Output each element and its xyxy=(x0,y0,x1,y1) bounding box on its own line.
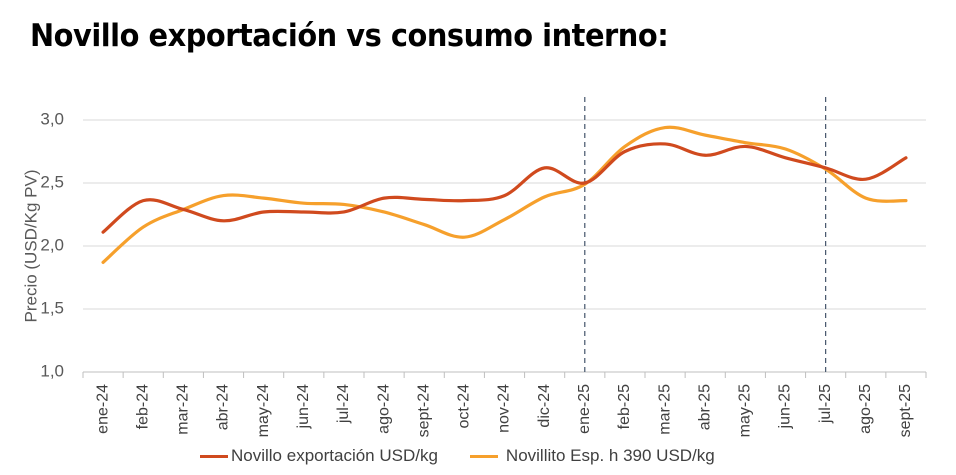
x-tick-label: jul-25 xyxy=(817,384,834,424)
y-tick-label: 1,5 xyxy=(40,298,64,317)
page-title: Novillo exportación vs consumo interno: xyxy=(30,18,669,54)
legend-item-novillito: Novillito Esp. h 390 USD/kg xyxy=(469,446,715,466)
x-tick-label: jul-24 xyxy=(335,384,352,424)
x-tick-label: may-24 xyxy=(255,384,272,437)
x-tick-label: jun-25 xyxy=(777,384,794,430)
x-tick-label: abr-25 xyxy=(696,384,713,430)
legend-swatch-orange xyxy=(469,454,498,458)
y-tick-label: 2,0 xyxy=(40,235,64,254)
x-tick-label: ene-25 xyxy=(576,384,593,434)
x-tick-label: dic-24 xyxy=(536,384,553,428)
x-tick-label: jun-24 xyxy=(295,384,312,430)
x-tick-label: oct-24 xyxy=(456,384,473,429)
x-tick-label: ago-24 xyxy=(375,384,392,434)
y-axis-label: Precio (USD/Kg PV) xyxy=(21,169,40,322)
gridlines xyxy=(83,119,926,310)
x-tick-label: abr-24 xyxy=(215,384,232,430)
x-tick-label: may-25 xyxy=(737,384,754,437)
vertical-markers xyxy=(584,97,827,372)
x-tick-label: ene-24 xyxy=(94,384,111,434)
x-axis: ene-24 feb-24 mar-24 abr-24 may-24 jun-24 jul-… xyxy=(82,371,927,437)
y-tick-label: 2,5 xyxy=(40,172,64,191)
legend-swatch-red xyxy=(200,454,228,458)
y-tick-label: 1,0 xyxy=(40,361,64,380)
x-tick-label: mar-24 xyxy=(175,384,192,435)
series-lines xyxy=(101,125,908,264)
legend-label: Novillo exportación USD/kg xyxy=(231,446,438,465)
x-tick-label: ago-25 xyxy=(857,384,874,434)
x-tick-label: sept-25 xyxy=(897,384,914,437)
x-tick-label: mar-25 xyxy=(656,384,673,435)
legend-item-novillo-exportacion: Novillo exportación USD/kg xyxy=(200,446,438,466)
x-tick-label: sept-24 xyxy=(415,384,432,437)
y-axis-ticks: 1,0 1,5 2,0 2,5 3,0 xyxy=(40,109,64,380)
legend-label: Novillito Esp. h 390 USD/kg xyxy=(505,446,715,465)
x-tick-label: feb-25 xyxy=(616,384,633,429)
legend: Novillo exportación USD/kg Novillito Esp… xyxy=(200,446,747,466)
x-tick-label: feb-24 xyxy=(134,384,151,429)
x-tick-label: nov-24 xyxy=(496,384,513,433)
y-tick-label: 3,0 xyxy=(40,109,64,128)
